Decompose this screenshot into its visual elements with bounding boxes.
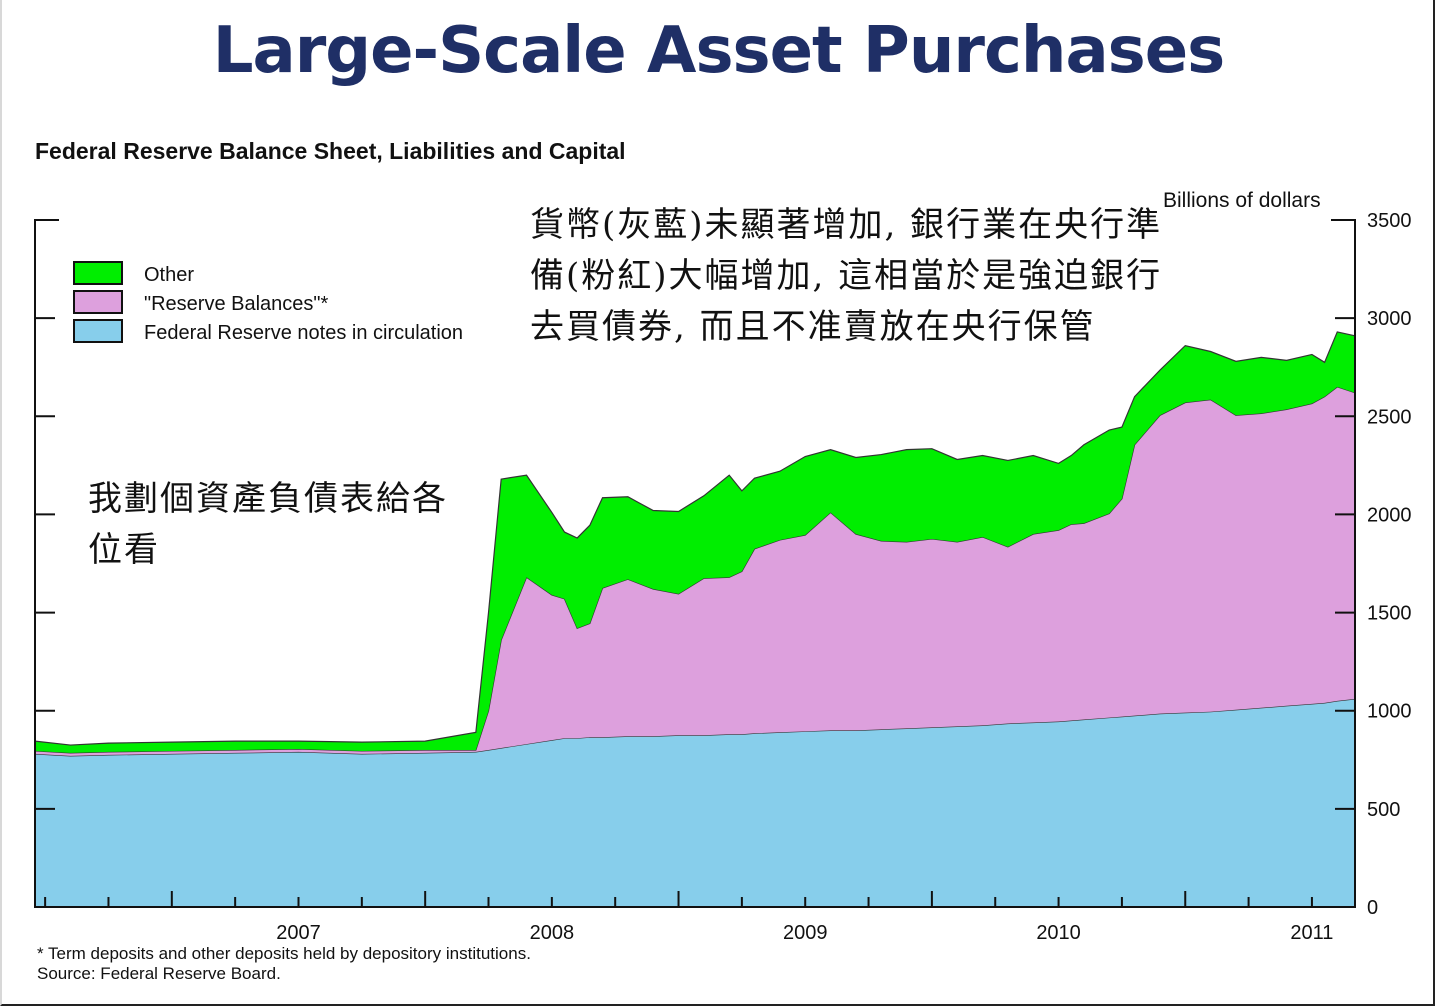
- chart-title: Federal Reserve Balance Sheet, Liabiliti…: [35, 138, 626, 164]
- reserves-area: [35, 386, 1355, 756]
- y-tick-label: 0: [1367, 897, 1378, 919]
- chart-areas: [34, 331, 1356, 907]
- chart-footnote: * Term deposits and other deposits held …: [37, 944, 531, 963]
- legend-swatch-other-area: [73, 261, 123, 285]
- x-tick-label: 2009: [783, 922, 828, 944]
- y-axis-ticks: 0 500 1000 1500 2000 2500 3000 3500: [35, 210, 1412, 919]
- y-axis-unit-label: Billions of dollars: [1163, 189, 1321, 212]
- y-tick-label: 2000: [1367, 504, 1412, 526]
- slide-title: Large-Scale Asset Purchases: [212, 14, 1225, 88]
- other-area-edge: [34, 331, 1356, 746]
- legend-label: Federal Reserve notes in circulation: [144, 322, 463, 344]
- legend-label: Other: [144, 264, 194, 286]
- x-tick-label: 2007: [276, 922, 321, 944]
- y-tick-label: 1500: [1367, 603, 1412, 625]
- notes-area: [35, 698, 1355, 907]
- other-area: [35, 331, 1355, 753]
- chart-source: Source: Federal Reserve Board.: [37, 964, 281, 983]
- legend-swatch-notes-area: [73, 319, 123, 343]
- legend-swatch-reserves-area: [73, 290, 123, 314]
- y-tick-label: 500: [1367, 799, 1400, 821]
- annotation-left: 我劃個資產負債表給各位看: [88, 479, 448, 570]
- x-tick-label: 2010: [1036, 922, 1081, 944]
- y-tick-label: 3000: [1367, 308, 1412, 330]
- y-tick-label: 3500: [1367, 210, 1412, 232]
- y-tick-label: 1000: [1367, 701, 1412, 723]
- chart-legend: Other "Reserve Balances"* Federal Reserve …: [73, 261, 463, 344]
- y-tick-label: 2500: [1367, 406, 1412, 428]
- legend-label: "Reserve Balances"*: [144, 293, 329, 315]
- annotation-top: 貨幣(灰藍)未顯著增加, 銀行業在央行準備(粉紅)大幅增加, 這相當於是強迫銀行…: [530, 205, 1163, 347]
- x-axis-ticks: 2007 2008 2009 2010 2011: [44, 891, 1333, 944]
- x-tick-label: 2011: [1290, 922, 1333, 944]
- x-tick-label: 2008: [530, 922, 575, 944]
